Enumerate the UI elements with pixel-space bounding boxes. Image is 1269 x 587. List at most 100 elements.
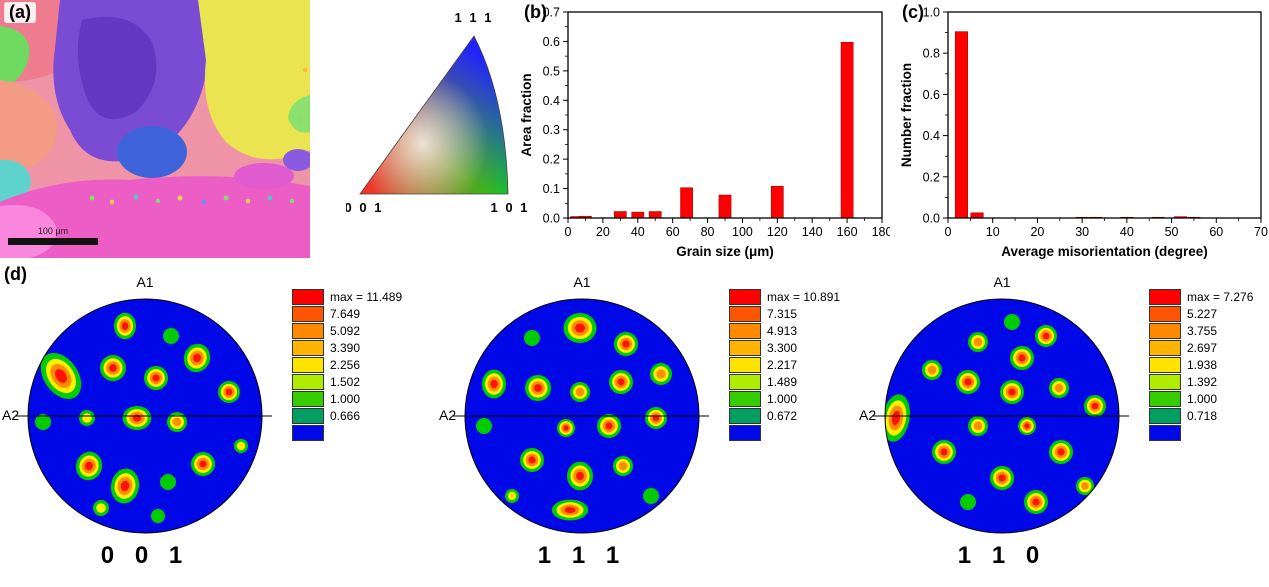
scale-row: 1.938 — [1149, 356, 1253, 373]
svg-text:0.5: 0.5 — [543, 64, 560, 78]
svg-text:0.2: 0.2 — [923, 170, 940, 184]
scale-row: 0.718 — [1149, 407, 1253, 424]
scale-color-swatch — [729, 407, 761, 424]
pole-figure-scale-111: max = 10.891 7.315 4.913 3.300 2.217 1.489 1.0… — [729, 288, 840, 441]
scale-color-swatch — [729, 424, 761, 441]
svg-text:0: 0 — [945, 225, 952, 239]
grain-size-chart: 0 20 40 60 80 100 120 140 160 180 0.0 0.1 0.2 0.3 0.4 0… — [519, 6, 890, 260]
scale-color-swatch — [729, 288, 761, 305]
triangle-label-001: 0 0 1 — [346, 200, 383, 215]
scale-value-label: 1.392 — [1187, 374, 1218, 389]
scale-value-label: 7.315 — [767, 306, 798, 321]
svg-text:20: 20 — [1030, 225, 1044, 239]
map-grain — [283, 149, 310, 171]
svg-text:100: 100 — [732, 225, 753, 239]
scale-row: 3.390 — [292, 339, 402, 356]
ipf-color-triangle: 1 1 1 0 0 1 1 0 1 — [346, 10, 530, 215]
scale-value-label: 5.092 — [330, 323, 361, 338]
scale-color-swatch — [1149, 424, 1181, 441]
scale-value-label: 2.217 — [767, 357, 798, 372]
svg-text:0.3: 0.3 — [543, 123, 560, 137]
scale-value-label: 5.227 — [1187, 306, 1218, 321]
scale-row: max = 7.276 — [1149, 288, 1253, 305]
svg-text:Grain size (μm): Grain size (μm) — [676, 244, 774, 259]
scale-row: 5.092 — [292, 322, 402, 339]
svg-text:70: 70 — [1254, 225, 1268, 239]
scale-value-label: 1.000 — [1187, 391, 1218, 406]
scale-color-swatch — [729, 305, 761, 322]
scale-row: 1.000 — [729, 390, 840, 407]
scale-row: max = 11.489 — [292, 288, 402, 305]
scale-value-label: 2.256 — [330, 357, 361, 372]
svg-text:60: 60 — [666, 225, 680, 239]
svg-text:40: 40 — [631, 225, 645, 239]
map-grain — [0, 26, 30, 88]
scale-value-label: 7.649 — [330, 306, 361, 321]
scale-color-swatch — [729, 390, 761, 407]
svg-text:0.8: 0.8 — [923, 47, 940, 61]
scale-color-swatch — [729, 356, 761, 373]
scale-row: 0.666 — [292, 407, 402, 424]
scale-value-label: 1.938 — [1187, 357, 1218, 372]
svg-text:0.6: 0.6 — [923, 88, 940, 102]
svg-text:0.0: 0.0 — [923, 212, 940, 226]
scale-color-swatch — [729, 339, 761, 356]
scale-value-label: 1.000 — [767, 391, 798, 406]
scale-row: 1.489 — [729, 373, 840, 390]
scale-color-swatch — [1149, 305, 1181, 322]
panel-label-c: (c) — [902, 2, 924, 22]
scale-value-label: 1.502 — [330, 374, 361, 389]
map-grain — [77, 16, 157, 120]
svg-text:0.6: 0.6 — [543, 35, 560, 49]
scale-color-swatch — [292, 407, 324, 424]
scale-value-label: 2.697 — [1187, 340, 1218, 355]
scale-value-label: 0.666 — [330, 408, 361, 423]
scale-row: 1.000 — [1149, 390, 1253, 407]
triangle-label-101: 1 0 1 — [491, 200, 530, 215]
scale-color-swatch — [1149, 339, 1181, 356]
scale-value-label: 1.000 — [330, 391, 361, 406]
scale-row: 1.502 — [292, 373, 402, 390]
scale-row: 1.392 — [1149, 373, 1253, 390]
svg-text:0.4: 0.4 — [543, 94, 560, 108]
svg-text:Number fraction: Number fraction — [899, 63, 914, 167]
pole-figure-plot-001 — [15, 298, 272, 534]
scale-color-swatch — [729, 322, 761, 339]
scale-row: 0.672 — [729, 407, 840, 424]
svg-text:30: 30 — [1075, 225, 1089, 239]
scale-row: 4.913 — [729, 322, 840, 339]
svg-text:10: 10 — [986, 225, 1000, 239]
pole-figure-title-111: 1 1 1 — [537, 542, 627, 569]
scale-row: 2.697 — [1149, 339, 1253, 356]
scale-row — [292, 424, 402, 441]
svg-text:50: 50 — [1165, 225, 1179, 239]
scale-row: 3.755 — [1149, 322, 1253, 339]
pole-figure-title-110: 1 1 0 — [957, 542, 1047, 569]
svg-text:160: 160 — [837, 225, 858, 239]
scale-color-swatch — [1149, 407, 1181, 424]
scale-row — [729, 424, 840, 441]
scale-row: 5.227 — [1149, 305, 1253, 322]
map-grain — [0, 80, 57, 169]
svg-text:40: 40 — [1120, 225, 1134, 239]
svg-text:80: 80 — [701, 225, 715, 239]
map-grain — [234, 163, 294, 189]
svg-text:0.4: 0.4 — [923, 129, 940, 143]
scale-row: 7.315 — [729, 305, 840, 322]
map-grain — [288, 95, 310, 133]
svg-text:1.0: 1.0 — [923, 6, 940, 20]
scale-value-label: 3.390 — [330, 340, 361, 355]
svg-text:20: 20 — [596, 225, 610, 239]
pole-figure-plot-111 — [452, 298, 709, 534]
scale-color-swatch — [292, 305, 324, 322]
svg-text:0.7: 0.7 — [543, 6, 560, 20]
pf-axis-label-a1: A1 — [136, 274, 154, 290]
panel-label-b: (b) — [524, 2, 547, 22]
svg-text:120: 120 — [767, 225, 788, 239]
pole-figure-plot-110 — [872, 298, 1129, 534]
svg-text:0.2: 0.2 — [543, 153, 560, 167]
scale-color-swatch — [1149, 322, 1181, 339]
svg-text:60: 60 — [1209, 225, 1223, 239]
scale-row: 2.256 — [292, 356, 402, 373]
pole-figure-block-110: A1 A2 1 1 0 max = 7.276 5.227 3.755 2.697 1.… — [857, 272, 1269, 585]
